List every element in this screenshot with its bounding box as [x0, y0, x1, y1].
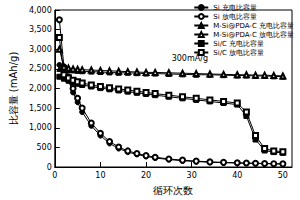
- svg-text:30: 30: [187, 171, 197, 180]
- svg-text:0: 0: [47, 163, 52, 172]
- svg-text:1,000: 1,000: [29, 123, 52, 132]
- svg-text:M-Si@PDA-C 放电比容量: M-Si@PDA-C 放电比容量: [213, 31, 294, 39]
- svg-text:循环次数: 循环次数: [153, 185, 193, 196]
- svg-text:3,000: 3,000: [29, 45, 52, 54]
- svg-text:500: 500: [37, 143, 52, 152]
- svg-text:1,500: 1,500: [29, 104, 52, 113]
- svg-text:3,500: 3,500: [29, 25, 52, 34]
- svg-text:300mA/g: 300mA/g: [171, 53, 208, 63]
- svg-text:50: 50: [278, 171, 288, 180]
- svg-text:10: 10: [95, 171, 105, 180]
- svg-text:2,000: 2,000: [29, 84, 52, 93]
- svg-text:0: 0: [52, 171, 57, 180]
- svg-text:Si 充电比容量: Si 充电比容量: [213, 4, 257, 12]
- svg-text:M-Si@PDA-C 充电比容量: M-Si@PDA-C 充电比容量: [213, 22, 294, 30]
- svg-text:Si/C 放电比容量: Si/C 放电比容量: [213, 49, 264, 57]
- svg-text:Si 放电比容量: Si 放电比容量: [213, 13, 257, 21]
- svg-text:比容量 (mAh/g): 比容量 (mAh/g): [8, 52, 19, 126]
- svg-text:2,500: 2,500: [29, 64, 52, 73]
- svg-text:20: 20: [141, 171, 151, 180]
- svg-text:Si/C 充电比容量: Si/C 充电比容量: [213, 40, 264, 48]
- svg-text:4,000: 4,000: [29, 6, 52, 15]
- svg-text:40: 40: [232, 171, 242, 180]
